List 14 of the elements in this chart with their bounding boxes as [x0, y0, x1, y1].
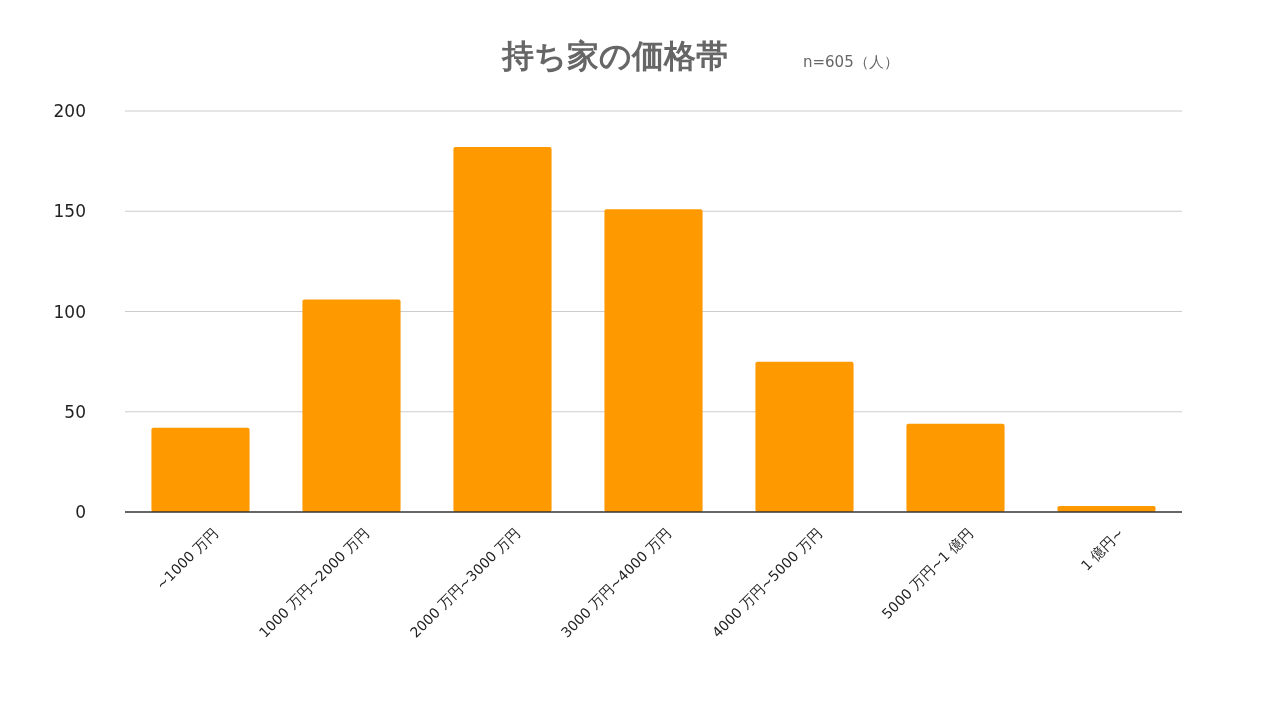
- chart-subtitle: n=605（人）: [803, 53, 899, 71]
- y-tick-label: 50: [64, 401, 86, 422]
- bar: [302, 299, 401, 512]
- y-tick-label: 200: [53, 101, 86, 121]
- y-tick-label: 0: [75, 502, 86, 522]
- bar: [151, 427, 250, 512]
- bar: [906, 423, 1005, 512]
- y-tick-label: 100: [53, 301, 86, 322]
- chart-title: 持ち家の価格帯: [501, 37, 728, 75]
- y-tick-label: 150: [53, 201, 86, 222]
- x-tick-label: 1 億円~: [1077, 524, 1127, 574]
- bar: [755, 361, 854, 512]
- bar: [604, 209, 703, 512]
- bar: [453, 147, 552, 512]
